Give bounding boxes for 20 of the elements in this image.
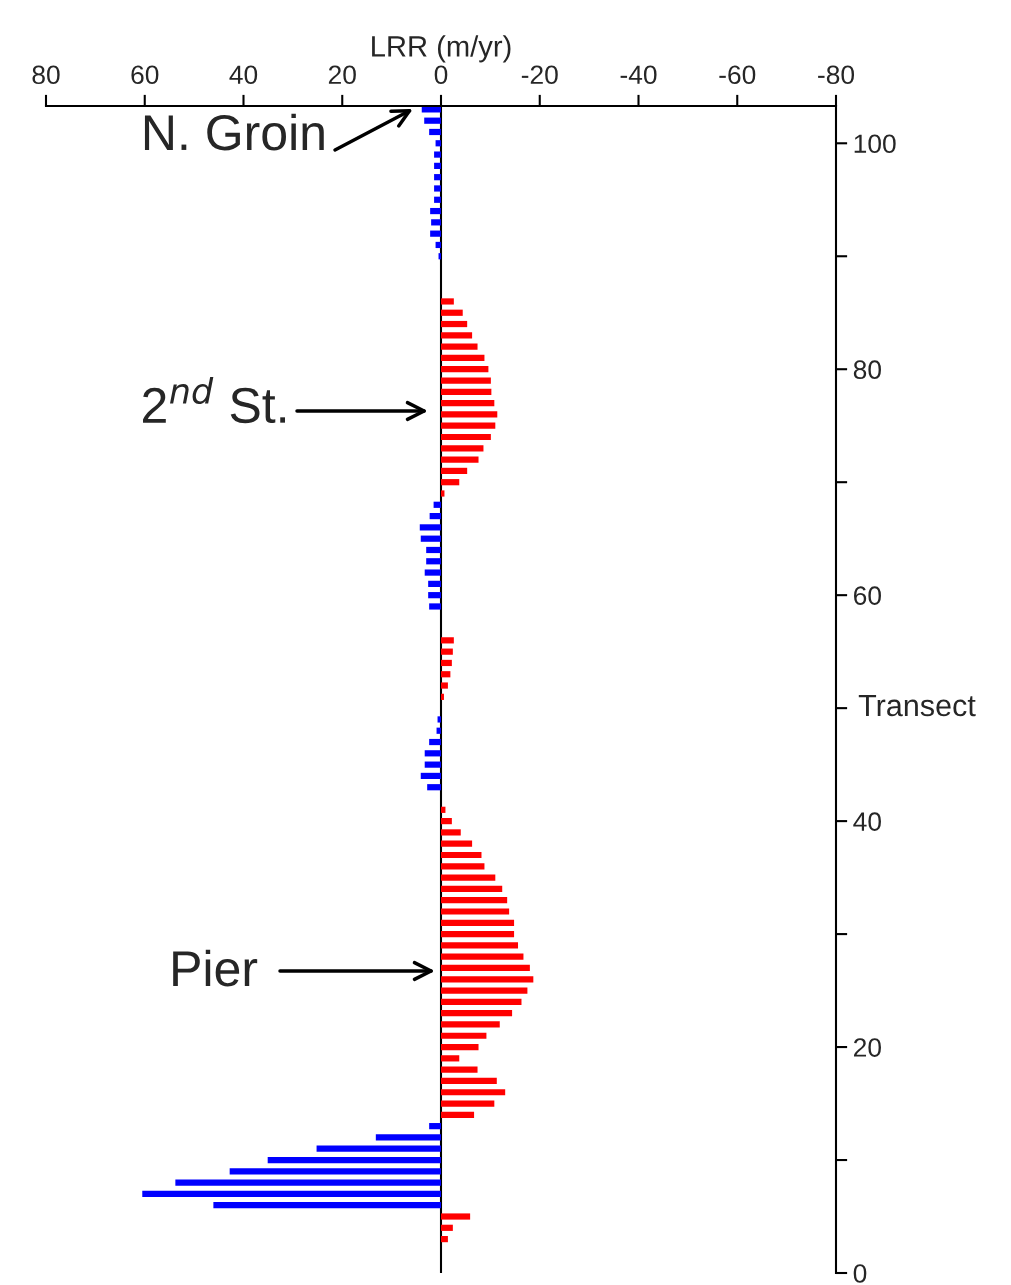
x-tick-label: 60	[131, 65, 159, 85]
x-tick-label: -40	[620, 65, 657, 85]
y-axis-title: Transect	[858, 695, 976, 717]
x-tick-label: 40	[229, 65, 258, 85]
x-tick-label: -60	[719, 65, 756, 85]
x-tick-label: -20	[521, 65, 558, 85]
x-tick-label: 80	[32, 65, 60, 85]
x-tick-label: 20	[328, 65, 356, 85]
y-tick-label: 100	[854, 134, 896, 154]
x-tick-label: -80	[818, 65, 855, 85]
annotation: Pier	[173, 949, 258, 987]
annotation: N. Groin	[144, 113, 324, 151]
y-tick-label: 20	[853, 1038, 881, 1057]
y-tick-label: 80	[853, 360, 881, 380]
annotation: 2$^{nd}$ St.	[143, 376, 286, 424]
y-tick-label: 40	[853, 812, 881, 831]
x-axis-title: LRR (m/yr)	[372, 35, 511, 63]
y-tick-label: 60	[854, 586, 881, 605]
x-tick-label: 0	[434, 65, 448, 85]
y-tick-label: 0	[853, 1264, 867, 1283]
